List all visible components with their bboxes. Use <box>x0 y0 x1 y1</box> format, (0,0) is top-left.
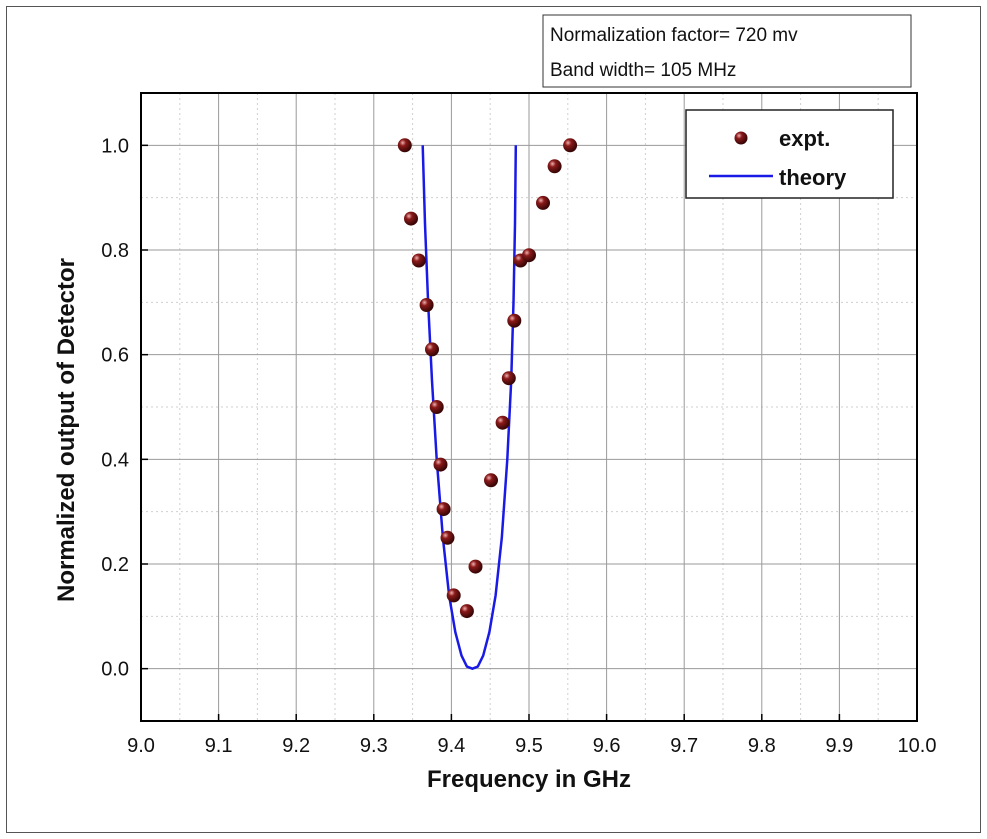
expt-point <box>501 371 516 386</box>
expt-point <box>495 415 510 430</box>
x-tick-label: 9.8 <box>748 735 776 757</box>
annotation-box-frame <box>542 14 912 88</box>
expt-point <box>547 159 562 174</box>
expt-point <box>446 588 461 603</box>
expt-series <box>397 138 578 619</box>
y-axis-label: Normalized output of Detector <box>53 258 80 602</box>
legend-theory-label: theory <box>779 165 847 190</box>
expt-point <box>433 457 448 472</box>
expt-point <box>459 604 474 619</box>
legend-frame <box>685 109 894 199</box>
legend: expt. theory <box>685 109 894 199</box>
x-tick-label: 9.4 <box>437 735 465 757</box>
x-tick-label: 9.3 <box>360 735 388 757</box>
x-tick-label: 9.6 <box>593 735 621 757</box>
expt-point <box>411 253 426 268</box>
expt-point <box>425 342 439 357</box>
x-tick-label: 9.2 <box>282 735 310 757</box>
expt-point <box>484 473 498 488</box>
y-tick-label: 0.6 <box>101 345 129 367</box>
annotation-normalization: Normalization factor= 720 mv <box>550 25 798 46</box>
expt-point <box>419 298 434 312</box>
x-tick-label: 9.0 <box>127 735 155 757</box>
expt-point <box>397 138 412 153</box>
annotation-bandwidth: Band width= 105 MHz <box>550 60 736 81</box>
x-tick-label: 9.1 <box>205 735 233 757</box>
expt-point <box>563 138 578 153</box>
y-tick-label: 0.8 <box>101 240 129 262</box>
expt-point <box>404 211 418 226</box>
x-axis-label: Frequency in GHz <box>427 766 631 793</box>
expt-point <box>507 313 522 328</box>
y-tick-label: 1.0 <box>101 135 129 157</box>
expt-point <box>436 502 451 517</box>
expt-point <box>429 400 444 414</box>
expt-point <box>468 559 483 574</box>
x-tick-label: 10.0 <box>898 735 937 757</box>
y-tick-label: 0.4 <box>101 449 129 471</box>
x-axis-ticks: 9.0 9.1 9.2 9.3 9.4 9.5 9.6 9.7 9.8 9.9 10.0 <box>127 714 936 757</box>
x-tick-label: 9.5 <box>515 735 543 757</box>
x-tick-label: 9.9 <box>825 735 853 757</box>
annotation-box: Normalization factor= 720 mv Band width=… <box>542 14 912 88</box>
expt-point <box>440 530 455 545</box>
x-tick-label: 9.7 <box>670 735 698 757</box>
y-tick-label: 0.0 <box>101 659 129 681</box>
y-tick-label: 0.2 <box>101 554 129 576</box>
expt-point <box>522 248 536 263</box>
legend-expt-marker <box>734 131 748 145</box>
legend-expt-label: expt. <box>779 126 830 151</box>
expt-point <box>536 195 550 210</box>
y-axis-ticks: 0.0 0.2 0.4 0.6 0.8 1.0 <box>101 135 148 681</box>
